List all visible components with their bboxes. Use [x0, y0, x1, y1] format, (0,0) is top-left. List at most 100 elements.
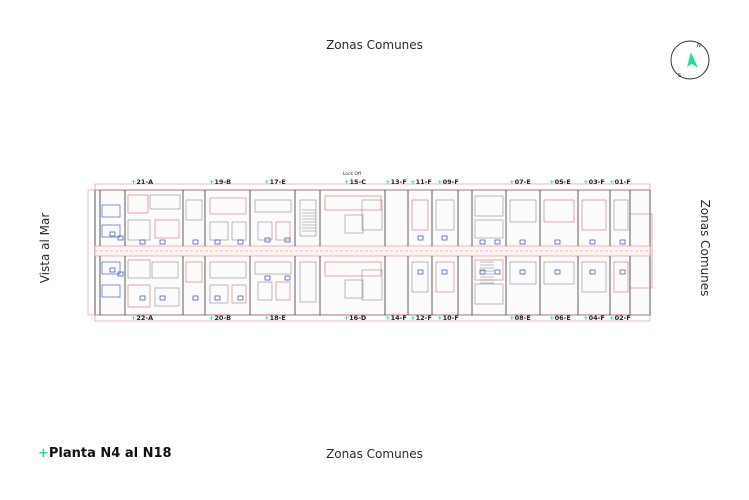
furniture-item — [264, 237, 271, 243]
unit-label-03-f: +03-F — [583, 178, 605, 186]
unit-code: 08-E — [514, 314, 531, 322]
unit-walls — [99, 190, 631, 315]
room-outline — [543, 199, 575, 223]
furniture-item — [554, 239, 561, 245]
unit-label-12-f: +12-F — [410, 314, 432, 322]
room-outline — [254, 261, 292, 275]
plus-icon: + — [509, 178, 515, 186]
room-outline — [474, 195, 504, 217]
unit-code: 09-F — [442, 178, 459, 186]
left-view-label: Vista al Mar — [38, 212, 52, 284]
plus-icon: + — [509, 314, 515, 322]
unit-label-21-a: +21-A — [131, 178, 153, 186]
unit-code: 12-F — [415, 314, 432, 322]
compass-needle — [687, 52, 698, 68]
furniture-item — [284, 237, 291, 243]
unit-label-19-b: +19-B — [209, 178, 231, 186]
room-outline — [543, 261, 575, 285]
plus-icon: + — [344, 178, 350, 186]
room-outline — [509, 261, 537, 285]
furniture-item — [237, 239, 244, 245]
unit-label-22-a: +22-A — [131, 314, 153, 322]
plus-icon: + — [385, 178, 391, 186]
unit-code: 14-F — [390, 314, 407, 322]
compass-icon: N S — [670, 40, 710, 80]
unit-label-02-f: +02-F — [609, 314, 631, 322]
room-outline — [435, 261, 455, 293]
unit-code: 18-E — [269, 314, 286, 322]
unit-label-01-f: +01-F — [609, 178, 631, 186]
furniture-item — [139, 295, 146, 301]
furniture-item — [589, 269, 596, 275]
furniture-item — [494, 269, 501, 275]
room-outline — [344, 214, 364, 234]
unit-code: 22-A — [136, 314, 154, 322]
plus-icon: + — [208, 314, 215, 322]
unit-code: 13-F — [390, 178, 407, 186]
room-outline — [209, 284, 229, 304]
room-outline — [613, 199, 629, 231]
unit-label-13-f: +13-F — [385, 178, 407, 186]
unit-label-15-c: +15-C — [344, 178, 366, 186]
unit-label-09-f: +09-F — [437, 178, 459, 186]
room-outline — [324, 195, 382, 211]
unit-code: 10-F — [442, 314, 459, 322]
room-outline — [474, 219, 504, 239]
furniture-item — [441, 269, 448, 275]
room-outline — [613, 261, 629, 293]
plus-icon: + — [343, 314, 350, 322]
room-outline — [154, 219, 180, 239]
unit-code: 19-B — [214, 178, 232, 186]
right-zone-label: Zonas Comunes — [698, 199, 712, 297]
unit-label-05-e: +05-E — [549, 178, 571, 186]
furniture-item — [159, 295, 166, 301]
room-outline — [254, 199, 292, 213]
top-zone-label: Zonas Comunes — [326, 38, 423, 52]
room-outline — [299, 261, 317, 303]
room-outline — [474, 283, 504, 305]
room-outline — [209, 197, 247, 215]
furniture-item — [192, 239, 199, 245]
room-outline — [231, 284, 247, 304]
room-outline — [509, 199, 537, 223]
plus-icon: + — [437, 178, 443, 186]
unit-code: 20-B — [214, 314, 232, 322]
compass-south: S — [678, 73, 681, 79]
unit-code: 01-F — [614, 178, 631, 186]
plus-icon: + — [583, 178, 589, 186]
plus-icon: + — [130, 178, 137, 186]
interior-details — [101, 194, 629, 308]
furniture-item — [109, 231, 116, 237]
unit-label-18-e: +18-E — [264, 314, 286, 322]
unit-code: 07-E — [514, 178, 531, 186]
plus-icon: + — [208, 178, 215, 186]
plus-icon: + — [410, 314, 416, 322]
room-outline — [275, 281, 291, 301]
furniture-item — [619, 239, 626, 245]
building-outline — [87, 183, 653, 322]
unit-code: 17-E — [269, 178, 286, 186]
balcony-furniture — [101, 224, 121, 238]
furniture-item — [479, 239, 486, 245]
plus-icon: + — [583, 314, 589, 322]
unit-code: 05-E — [554, 178, 571, 186]
room-outline — [361, 199, 383, 231]
furniture-item — [417, 269, 424, 275]
room-outline — [149, 194, 181, 210]
unit-label-07-e: +07-E — [509, 178, 531, 186]
furniture-item — [519, 269, 526, 275]
furniture-item — [214, 239, 221, 245]
unit-label-14-f: +14-F — [385, 314, 407, 322]
room-outline — [324, 261, 382, 277]
plus-icon: + — [609, 314, 615, 322]
room-outline — [411, 261, 429, 293]
bottom-zone-label: Zonas Comunes — [326, 447, 423, 461]
room-outline — [127, 194, 149, 214]
room-outline — [257, 281, 273, 301]
plus-icon: + — [385, 314, 391, 322]
furniture-item — [417, 235, 424, 241]
room-outline — [127, 259, 151, 279]
furniture-item — [237, 295, 244, 301]
furniture-item — [619, 269, 626, 275]
